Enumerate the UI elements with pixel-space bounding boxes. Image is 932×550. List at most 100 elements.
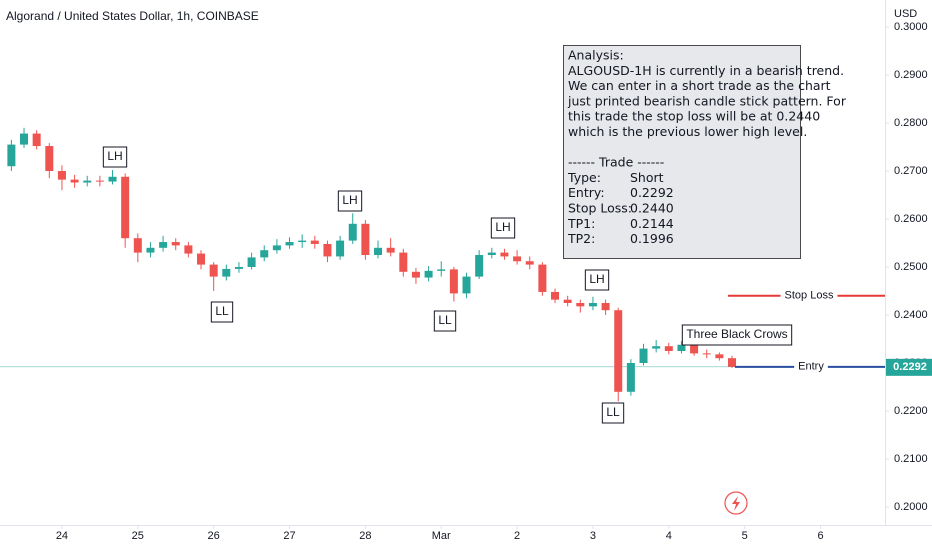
candle-body: [108, 176, 117, 182]
candle-body: [222, 268, 231, 277]
trade-key: Type:: [567, 170, 601, 185]
candle-body: [551, 291, 560, 300]
y-tick-label: 0.2900: [894, 69, 928, 81]
candle-body: [563, 299, 572, 303]
trade-value: Short: [630, 170, 664, 185]
candle-body: [184, 245, 193, 254]
x-tick-label: 6: [817, 530, 823, 542]
analysis-line: this trade the stop loss will be at 0.24…: [568, 109, 820, 124]
candle-body: [32, 133, 41, 147]
candle-body: [121, 176, 130, 239]
candle-body: [57, 171, 66, 180]
candle-body: [386, 247, 395, 253]
candle-body: [83, 180, 92, 183]
candle-body: [677, 344, 686, 351]
x-tick-label: 28: [359, 530, 371, 542]
analysis-box: [563, 45, 801, 259]
candle-body: [285, 242, 294, 246]
candle-body: [272, 245, 281, 251]
x-tick-label: 26: [208, 530, 220, 542]
trade-value: 0.1996: [630, 231, 674, 246]
candle-body: [500, 252, 509, 257]
alert-bolt: [732, 496, 740, 511]
candle-body: [487, 252, 496, 255]
level-label-bg: [794, 358, 828, 375]
annotation-label: LH: [589, 272, 604, 286]
annotation-box: [584, 269, 610, 291]
candle-body: [7, 144, 16, 167]
trade-key: TP1:: [567, 216, 595, 231]
analysis-line: We can enter in a short trade as the cha…: [568, 78, 831, 93]
candle-body: [462, 276, 471, 294]
candle-body: [538, 264, 547, 292]
annotation-label: LL: [438, 313, 452, 327]
candle-body: [374, 247, 383, 255]
annotation-label: LL: [215, 304, 229, 318]
x-tick-label: 3: [590, 530, 596, 542]
analysis-line: Analysis:: [568, 48, 624, 63]
analysis-heading: ------ Trade ------: [568, 155, 664, 170]
y-tick-label: 0.2400: [894, 309, 928, 321]
candle-body: [475, 255, 484, 277]
chart-title: Algorand / United States Dollar, 1h, COI…: [6, 9, 259, 23]
x-tick-label: 25: [132, 530, 144, 542]
candle-body: [702, 353, 711, 355]
annotation-label: LL: [606, 405, 620, 419]
candle-body: [437, 269, 446, 271]
candle-body: [209, 264, 218, 277]
candle-body: [95, 180, 104, 182]
last-price-bg: [886, 358, 932, 376]
last-price-label: 0.2292: [893, 361, 927, 373]
annotation-label: LH: [107, 149, 122, 163]
annotation-label: LH: [342, 193, 357, 207]
y-tick-label: 0.2500: [894, 261, 928, 273]
x-tick-label: Mar: [432, 530, 451, 542]
trade-value: 0.2292: [630, 185, 674, 200]
x-tick-label: 2: [514, 530, 520, 542]
candle-body: [234, 267, 243, 269]
candle-body: [399, 252, 408, 272]
level-label-bg: [780, 287, 838, 304]
annotation-box: [210, 301, 234, 323]
candle-body: [639, 348, 648, 363]
trade-value: 0.2144: [630, 216, 674, 231]
candle-body: [513, 256, 522, 262]
candle-body: [411, 271, 420, 278]
analysis-line: just printed bearish candle stick patter…: [567, 93, 847, 108]
candle-body: [576, 303, 585, 307]
annotation-label: LH: [495, 220, 510, 234]
currency-label: USD: [894, 8, 917, 20]
level-label: Entry: [798, 361, 824, 373]
candle-body: [133, 238, 142, 253]
x-tick-label: 4: [666, 530, 672, 542]
y-tick-label: 0.2600: [894, 213, 928, 225]
candle-body: [361, 223, 370, 255]
y-tick-label: 0.2100: [894, 453, 928, 465]
candle-body: [159, 242, 168, 248]
x-tick-label: 5: [742, 530, 748, 542]
annotation-box: [490, 217, 516, 239]
x-tick-label: 27: [283, 530, 295, 542]
candle-body: [70, 179, 79, 183]
y-tick-label: 0.3000: [894, 21, 928, 33]
candle-body: [449, 269, 458, 294]
candle-body: [45, 146, 54, 171]
candle-body: [20, 133, 29, 145]
trade-key: Entry:: [568, 185, 605, 200]
candle-body: [715, 354, 724, 359]
candle-body: [146, 247, 155, 253]
level-label: Stop Loss: [785, 290, 834, 302]
y-tick-label: 0.2700: [894, 165, 928, 177]
candle-body: [728, 358, 737, 367]
trade-value: 0.2440: [630, 201, 674, 216]
candle-body: [652, 346, 661, 349]
annotation-label: Three Black Crows: [686, 327, 787, 341]
candle-body: [247, 257, 256, 267]
annotation-box: [601, 402, 625, 424]
candle-body: [171, 242, 180, 246]
analysis-line: ALGOUSD-1H is currently in a bearish tre…: [568, 63, 844, 78]
candle-body: [626, 363, 635, 392]
y-tick-label: 0.2000: [894, 501, 928, 513]
annotation-box: [102, 146, 128, 168]
